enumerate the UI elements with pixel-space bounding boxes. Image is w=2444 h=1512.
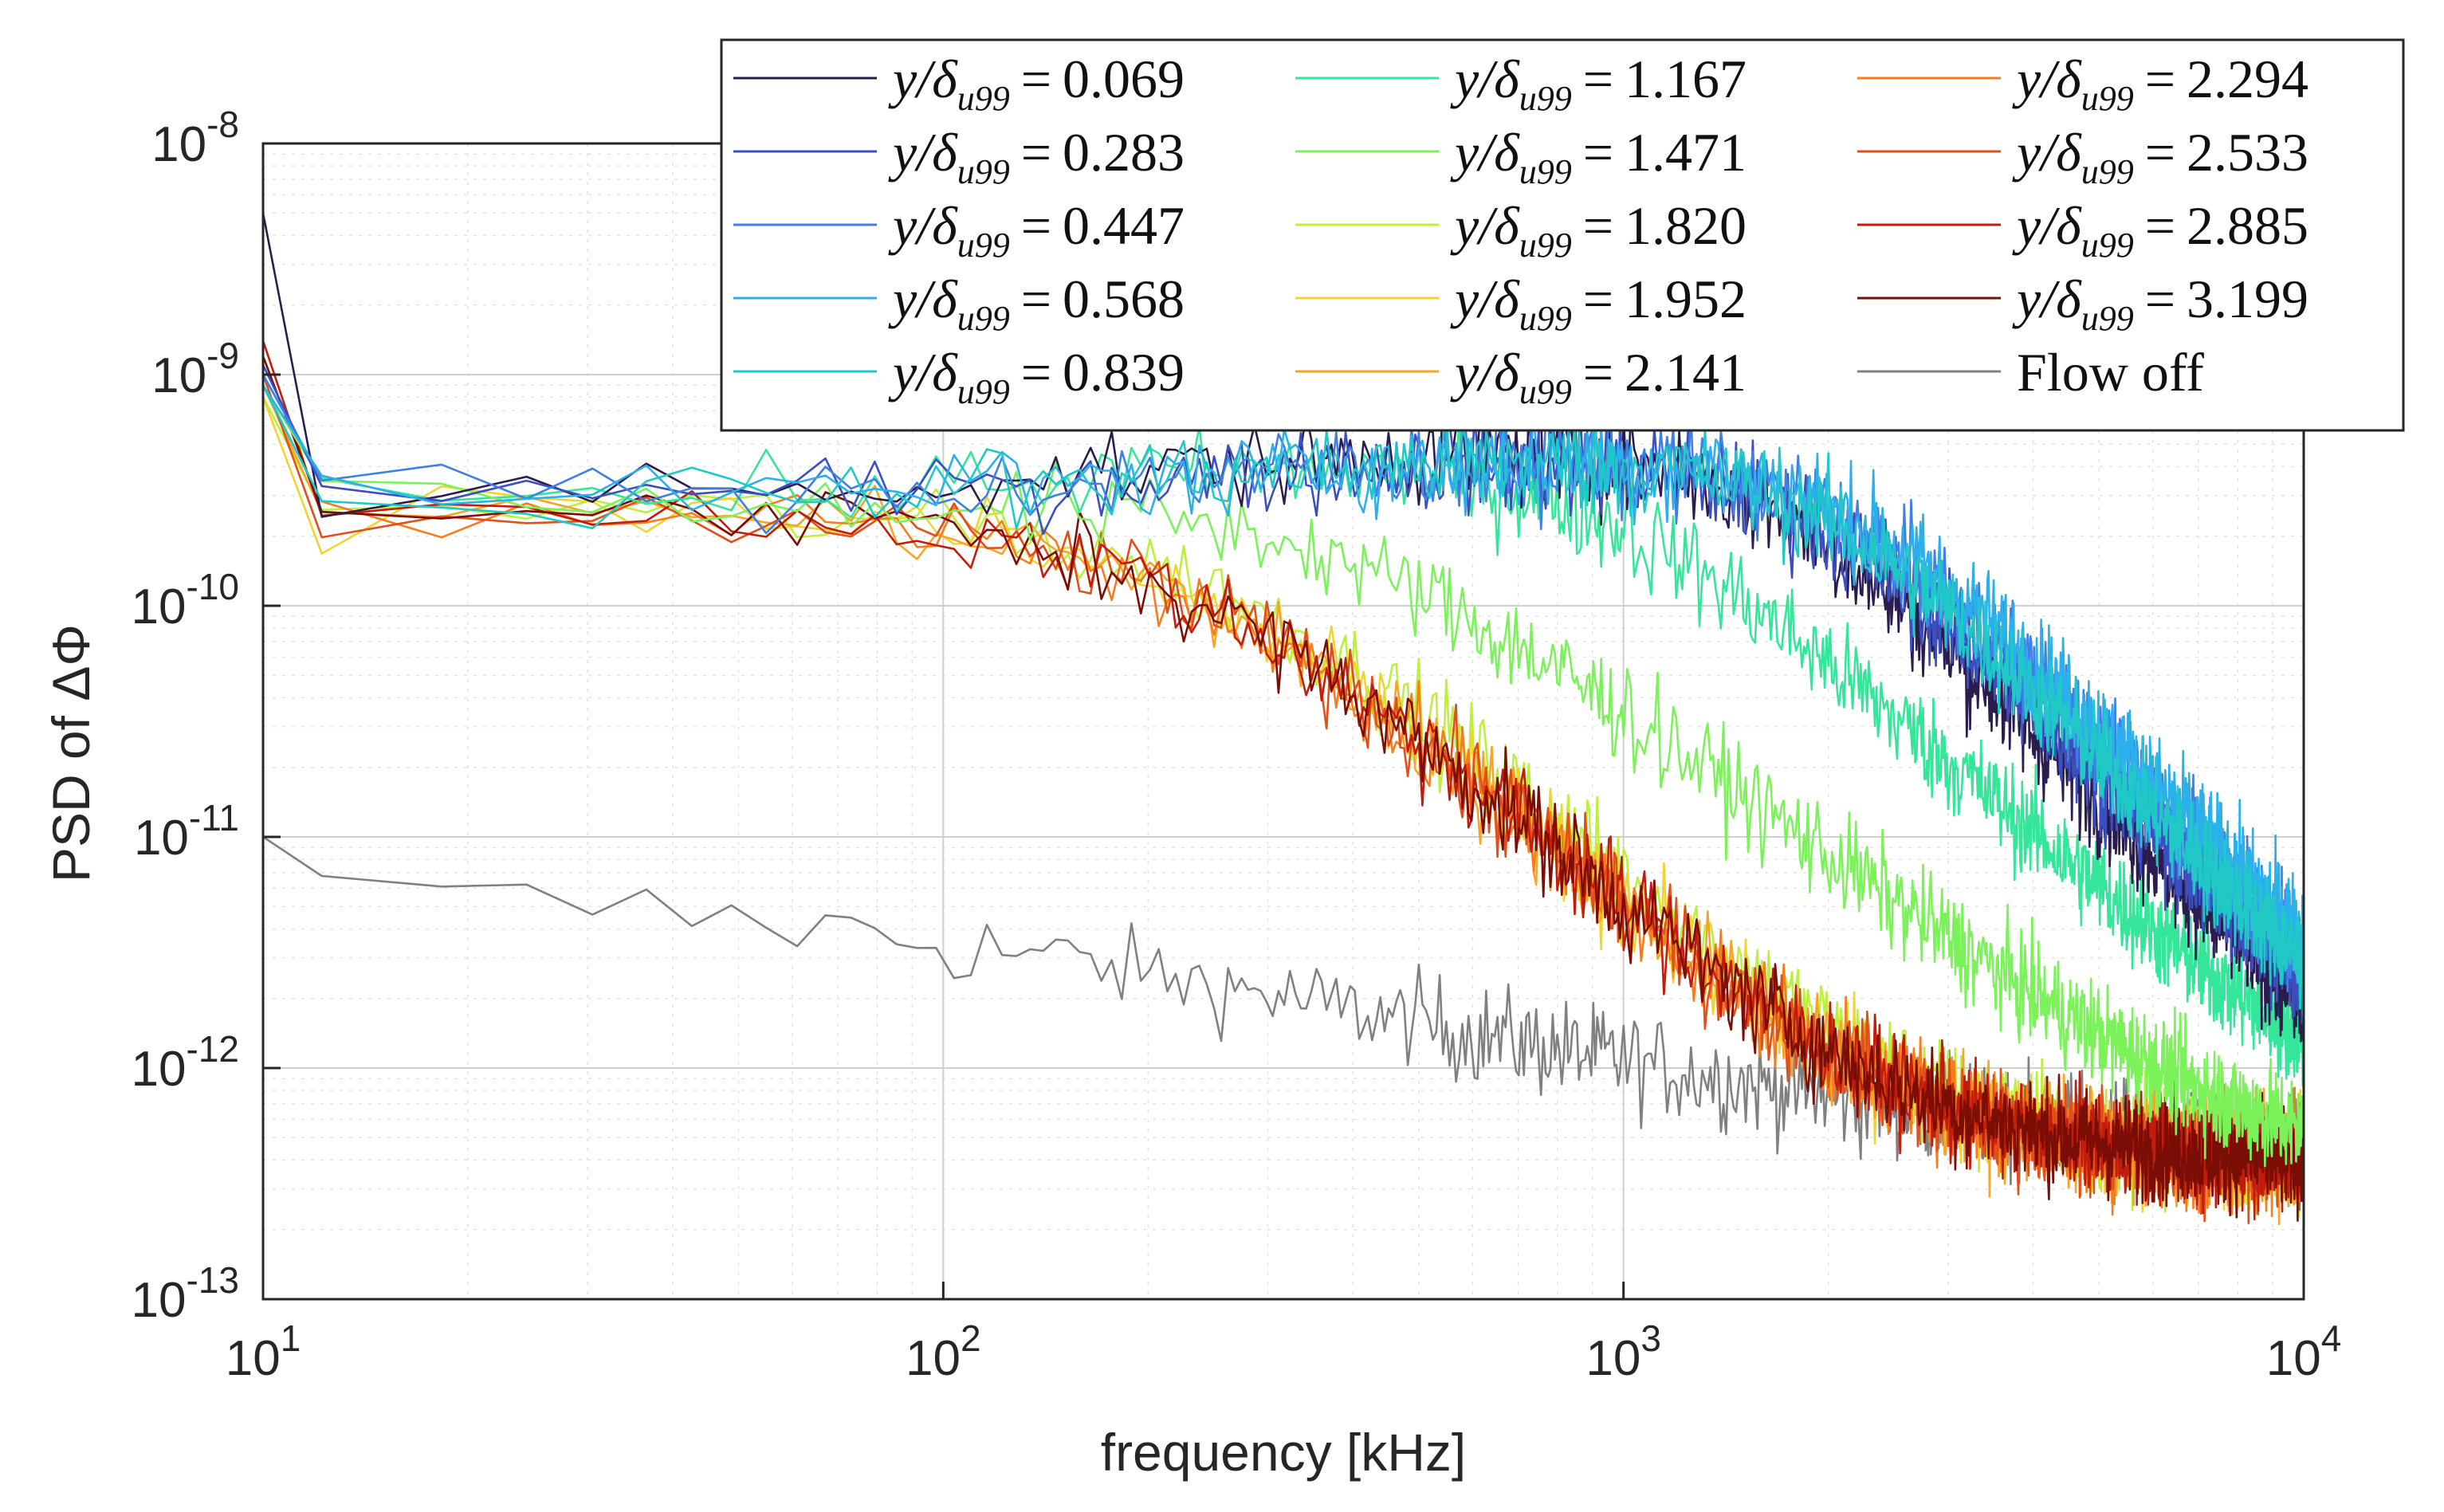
legend-entry: y/δu99 = 2.885: [2012, 195, 2308, 265]
legend-entry: y/δu99 = 1.820: [1450, 195, 1747, 265]
legend-entry: y/δu99 = 0.069: [888, 49, 1185, 118]
y-tick-label: 10-11: [134, 797, 239, 866]
series-line-13: [263, 355, 2304, 1222]
legend-entry: y/δu99 = 2.533: [2012, 122, 2308, 191]
y-tick-label: 10-13: [132, 1259, 239, 1328]
tick-layer: 101 102 103 104 10-13 10-12 10-11 10-10 10-9 10-8: [132, 104, 2342, 1386]
y-axis-label: PSD of ΔΦ: [41, 624, 100, 882]
legend-entry: y/δu99 = 3.199: [2012, 269, 2308, 338]
y-tick-label: 10-9: [151, 335, 239, 403]
legend-entry: y/δu99 = 0.447: [888, 195, 1185, 265]
legend-entry: y/δu99 = 1.952: [1450, 269, 1747, 338]
y-tick-label: 10-12: [132, 1028, 239, 1097]
series-line-6: [263, 384, 2304, 1168]
x-axis-label: frequency [kHz]: [1101, 1423, 1467, 1482]
legend-entry: y/δu99 = 0.568: [888, 269, 1185, 338]
x-tick-label: 101: [226, 1318, 301, 1386]
y-tick-label: 10-10: [132, 566, 239, 634]
y-tick-label: 10-8: [151, 104, 239, 172]
legend-entry: y/δu99 = 1.167: [1450, 49, 1747, 118]
legend-entry: Flow off: [2017, 342, 2204, 403]
legend-entry: y/δu99 = 0.283: [888, 122, 1185, 191]
x-tick-label: 104: [2266, 1318, 2342, 1386]
plot-area: [263, 213, 2304, 1225]
legend-entry: y/δu99 = 1.471: [1450, 122, 1747, 191]
legend-entry: y/δu99 = 2.294: [2012, 49, 2308, 118]
legend-entry: y/δu99 = 0.839: [888, 342, 1185, 411]
series-line-5: [263, 374, 2304, 1087]
legend-entry: y/δu99 = 2.141: [1450, 342, 1747, 411]
legend-box: [720, 38, 2405, 432]
series-line-4: [263, 384, 2304, 1016]
x-tick-label: 103: [1585, 1318, 1661, 1386]
x-tick-label: 102: [906, 1318, 981, 1386]
